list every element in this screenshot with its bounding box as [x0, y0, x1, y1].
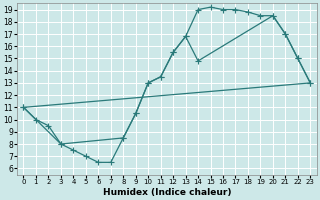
X-axis label: Humidex (Indice chaleur): Humidex (Indice chaleur) — [103, 188, 231, 197]
